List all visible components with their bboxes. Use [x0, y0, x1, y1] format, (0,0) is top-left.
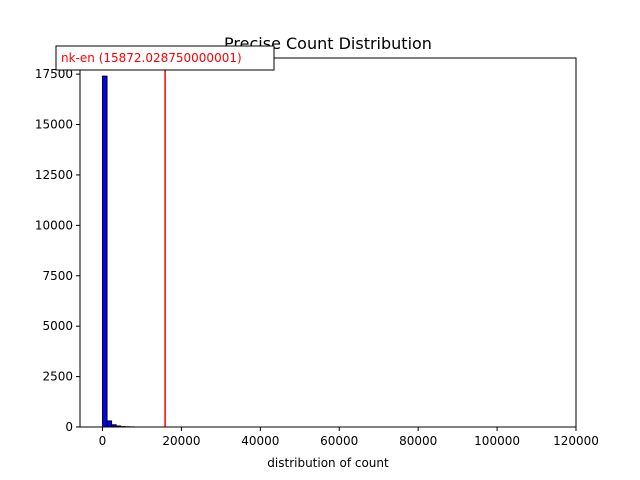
- annotation-label: nk-en (15872.028750000001): [61, 51, 242, 65]
- y-axis-ticks: 0 2500 5000 7500 10000 12500 15000 17500: [35, 67, 80, 434]
- histogram-bar: [106, 420, 113, 428]
- x-tick-label: 20000: [162, 434, 200, 448]
- y-tick-label: 7500: [42, 269, 73, 283]
- y-tick-label: 12500: [35, 168, 73, 182]
- y-tick-label: 2500: [42, 370, 73, 384]
- reference-annotation: nk-en (15872.028750000001): [55, 45, 275, 71]
- y-tick-label: 5000: [42, 319, 73, 333]
- histogram-bars: [101, 75, 135, 428]
- y-tick-label: 0: [65, 420, 73, 434]
- x-tick-label: 60000: [320, 434, 358, 448]
- x-tick-label: 120000: [553, 434, 599, 448]
- x-tick-label: 80000: [399, 434, 437, 448]
- histogram-bar: [101, 75, 108, 428]
- chart-title: Precise Count Distribution: [224, 34, 432, 53]
- x-axis-ticks: 0 20000 40000 60000 80000 100000 120000: [99, 427, 599, 448]
- plot-frame: [79, 57, 577, 428]
- x-tick-label: 0: [99, 434, 107, 448]
- y-tick-label: 10000: [35, 218, 73, 232]
- annotation-box: [55, 45, 275, 71]
- y-tick-label: 17500: [35, 67, 73, 81]
- y-tick-label: 15000: [35, 118, 73, 132]
- x-axis-label: distribution of count: [267, 456, 389, 470]
- x-tick-label: 100000: [474, 434, 520, 448]
- x-tick-label: 40000: [241, 434, 279, 448]
